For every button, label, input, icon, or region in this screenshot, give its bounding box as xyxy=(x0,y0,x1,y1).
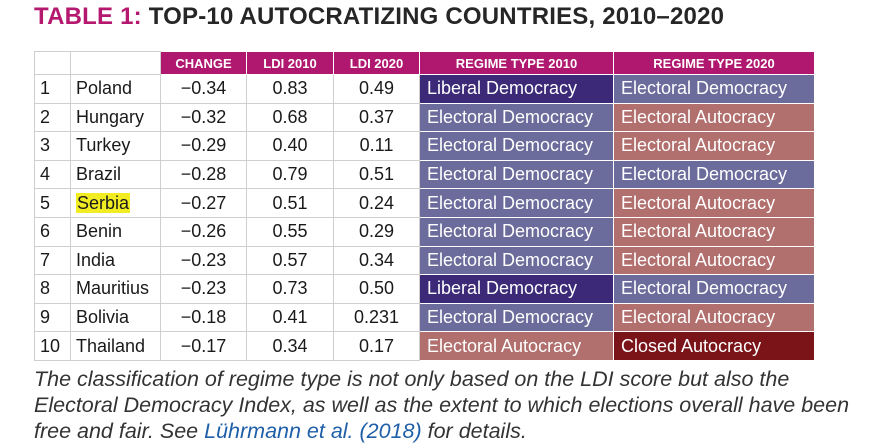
country-cell: Thailand xyxy=(70,331,161,361)
ldi-2010-cell: 0.34 xyxy=(246,331,334,361)
ldi-2010-cell: 0.57 xyxy=(246,245,334,276)
highlighted-country-label: Serbia xyxy=(76,192,131,213)
ldi-2020-cell: 0.51 xyxy=(333,159,420,190)
header-regime-2020: REGIME TYPE 2020 xyxy=(613,51,815,75)
header-country-blank xyxy=(70,51,161,75)
table-row: 10 Thailand −0.17 0.34 0.17 Electoral Autocra… xyxy=(34,331,815,361)
country-cell: Turkey xyxy=(70,131,161,161)
ldi-2010-cell: 0.79 xyxy=(246,159,334,190)
ldi-2010-cell: 0.55 xyxy=(246,216,334,247)
country-cell: Benin xyxy=(70,216,161,247)
change-cell: −0.28 xyxy=(160,159,247,190)
ldi-2010-cell: 0.68 xyxy=(246,102,334,133)
regime-2020-cell: Electoral Autocracy xyxy=(613,102,815,133)
table-body: 1 Poland −0.34 0.83 0.49 Liberal Democracy Ele… xyxy=(34,74,815,361)
change-cell: −0.27 xyxy=(160,188,247,218)
ldi-2020-cell: 0.49 xyxy=(333,74,420,104)
header-regime-2010: REGIME TYPE 2010 xyxy=(419,51,614,75)
regime-2020-cell: Electoral Democracy xyxy=(613,74,815,104)
ldi-2020-cell: 0.11 xyxy=(333,131,420,161)
ldi-2010-cell: 0.83 xyxy=(246,74,334,104)
table-title: TABLE 1: TOP-10 AUTOCRATIZING COUNTRIES,… xyxy=(34,3,724,31)
regime-2010-cell: Electoral Democracy xyxy=(419,188,614,218)
change-cell: −0.17 xyxy=(160,331,247,361)
regime-2020-cell: Electoral Autocracy xyxy=(613,188,815,218)
ldi-2020-cell: 0.17 xyxy=(333,331,420,361)
country-cell: Poland xyxy=(70,74,161,104)
regime-2020-cell: Electoral Democracy xyxy=(613,159,815,190)
rank-cell: 6 xyxy=(34,216,71,247)
change-cell: −0.26 xyxy=(160,216,247,247)
regime-2020-cell: Electoral Democracy xyxy=(613,274,815,304)
rank-cell: 2 xyxy=(34,102,71,133)
autocratizing-countries-table: CHANGE LDI 2010 LDI 2020 REGIME TYPE 201… xyxy=(34,51,815,361)
rank-cell: 7 xyxy=(34,245,71,276)
rank-cell: 9 xyxy=(34,302,71,333)
ldi-2020-cell: 0.34 xyxy=(333,245,420,276)
country-cell: India xyxy=(70,245,161,276)
citation-link[interactable]: Lührmann et al. (2018) xyxy=(204,419,422,443)
regime-2020-cell: Electoral Autocracy xyxy=(613,131,815,161)
table-title-label: TABLE 1: xyxy=(34,3,142,30)
change-cell: −0.29 xyxy=(160,131,247,161)
ldi-2020-cell: 0.29 xyxy=(333,216,420,247)
table-row: 2 Hungary −0.32 0.68 0.37 Electoral Democracy… xyxy=(34,102,815,133)
table-caption: The classification of regime type is not… xyxy=(34,366,854,444)
ldi-2010-cell: 0.73 xyxy=(246,274,334,304)
table-row: 8 Mauritius −0.23 0.73 0.50 Liberal Democracy… xyxy=(34,274,815,304)
table-row: 1 Poland −0.34 0.83 0.49 Liberal Democracy Ele… xyxy=(34,74,815,104)
ldi-2010-cell: 0.51 xyxy=(246,188,334,218)
table-row: 3 Turkey −0.29 0.40 0.11 Electoral Democracy E… xyxy=(34,131,815,161)
rank-cell: 3 xyxy=(34,131,71,161)
rank-cell: 8 xyxy=(34,274,71,304)
regime-2020-cell: Electoral Autocracy xyxy=(613,302,815,333)
country-cell: Serbia xyxy=(70,188,161,218)
ldi-2010-cell: 0.40 xyxy=(246,131,334,161)
rank-cell: 4 xyxy=(34,159,71,190)
rank-cell: 10 xyxy=(34,331,71,361)
change-cell: −0.18 xyxy=(160,302,247,333)
country-cell: Mauritius xyxy=(70,274,161,304)
change-cell: −0.23 xyxy=(160,245,247,276)
table-row: 9 Bolivia −0.18 0.41 0.231 Electoral Democrac… xyxy=(34,302,815,333)
caption-text-before: The classification of regime type is not… xyxy=(34,367,850,443)
header-ldi-2020: LDI 2020 xyxy=(333,51,420,75)
ldi-2020-cell: 0.37 xyxy=(333,102,420,133)
header-rank-blank xyxy=(34,51,71,75)
country-cell: Brazil xyxy=(70,159,161,190)
country-cell: Hungary xyxy=(70,102,161,133)
regime-2010-cell: Electoral Democracy xyxy=(419,102,614,133)
ldi-2020-cell: 0.24 xyxy=(333,188,420,218)
regime-2010-cell: Electoral Democracy xyxy=(419,216,614,247)
country-cell: Bolivia xyxy=(70,302,161,333)
rank-cell: 1 xyxy=(34,74,71,104)
ldi-2010-cell: 0.41 xyxy=(246,302,334,333)
ldi-2020-cell: 0.50 xyxy=(333,274,420,304)
header-row: CHANGE LDI 2010 LDI 2020 REGIME TYPE 201… xyxy=(34,51,815,75)
regime-2010-cell: Electoral Democracy xyxy=(419,245,614,276)
table-row: 6 Benin −0.26 0.55 0.29 Electoral Democracy El… xyxy=(34,216,815,247)
regime-2010-cell: Electoral Democracy xyxy=(419,159,614,190)
rank-cell: 5 xyxy=(34,188,71,218)
header-ldi-2010: LDI 2010 xyxy=(246,51,334,75)
table-row: 5 Serbia −0.27 0.51 0.24 Electoral Democracy E… xyxy=(34,188,815,218)
regime-2020-cell: Electoral Autocracy xyxy=(613,245,815,276)
regime-2010-cell: Electoral Democracy xyxy=(419,131,614,161)
regime-2020-cell: Electoral Autocracy xyxy=(613,216,815,247)
change-cell: −0.32 xyxy=(160,102,247,133)
change-cell: −0.23 xyxy=(160,274,247,304)
regime-2020-cell: Closed Autocracy xyxy=(613,331,815,361)
regime-2010-cell: Liberal Democracy xyxy=(419,74,614,104)
ldi-2020-cell: 0.231 xyxy=(333,302,420,333)
regime-2010-cell: Electoral Autocracy xyxy=(419,331,614,361)
table-title-text: TOP-10 AUTOCRATIZING COUNTRIES, 2010–202… xyxy=(148,3,725,30)
change-cell: −0.34 xyxy=(160,74,247,104)
table-row: 4 Brazil −0.28 0.79 0.51 Electoral Democracy E… xyxy=(34,159,815,190)
regime-2010-cell: Electoral Democracy xyxy=(419,302,614,333)
header-change: CHANGE xyxy=(160,51,247,75)
caption-text-after: for details. xyxy=(421,419,527,443)
table-row: 7 India −0.23 0.57 0.34 Electoral Democracy El… xyxy=(34,245,815,276)
regime-2010-cell: Liberal Democracy xyxy=(419,274,614,304)
